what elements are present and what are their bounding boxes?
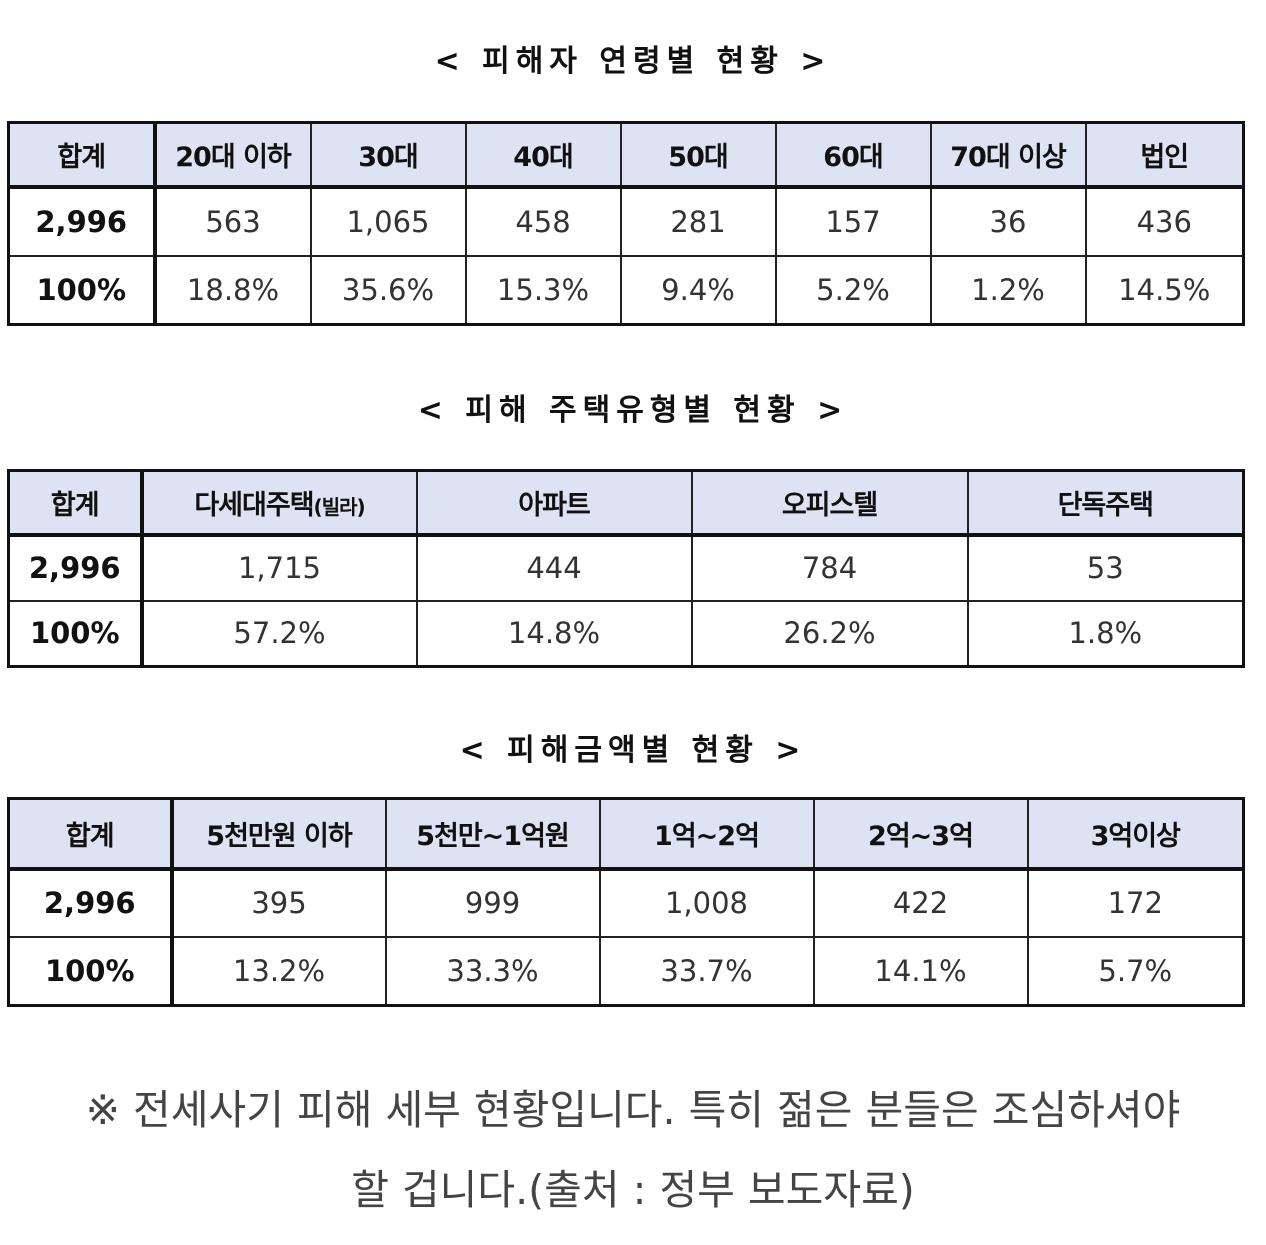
amount-count-total: 2,996 <box>7 867 174 939</box>
amount-percent-total: 100% <box>7 936 174 1007</box>
amount-percent-cell: 33.3% <box>384 936 601 1007</box>
age-percent-cell: 1.2% <box>929 254 1087 326</box>
housing-header-cell: 단독주택 <box>966 469 1245 537</box>
age-count-row: 2,996 563 1,065 458 281 157 36 436 <box>7 185 1245 257</box>
age-percent-cell: 9.4% <box>619 254 777 326</box>
footer-note: ※ 전세사기 피해 세부 현황입니다. 특히 젊은 분들은 조심하셔야 할 겁니… <box>0 1070 1266 1230</box>
age-percent-cell: 15.3% <box>464 254 622 326</box>
age-percent-cell: 18.8% <box>153 254 312 326</box>
amount-percent-cell: 33.7% <box>598 936 815 1007</box>
housing-count-cell: 784 <box>690 533 969 602</box>
amount-header-cell: 1억~2억 <box>598 797 815 871</box>
age-count-cell: 436 <box>1084 185 1245 257</box>
age-header-row: 합계 20대 이하 30대 40대 50대 60대 70대 이상 법인 <box>7 121 1245 189</box>
age-percent-cell: 5.2% <box>774 254 932 326</box>
footer-note-line1: ※ 전세사기 피해 세부 현황입니다. 특히 젊은 분들은 조심하셔야 <box>85 1086 1181 1134</box>
age-header-cell: 60대 <box>774 121 932 189</box>
housing-header-cell: 아파트 <box>415 469 693 537</box>
amount-table: 합계 5천만원 이하 5천만~1억원 1억~2억 2억~3억 3억이상 2,99… <box>7 797 1245 1007</box>
age-count-cell: 281 <box>619 185 777 257</box>
age-header-cell: 법인 <box>1084 121 1245 189</box>
amount-header-cell: 3억이상 <box>1026 797 1245 871</box>
housing-percent-cell: 57.2% <box>140 599 418 668</box>
housing-count-cell: 444 <box>415 533 693 602</box>
housing-percent-cell: 26.2% <box>690 599 969 668</box>
age-header-cell: 40대 <box>464 121 622 189</box>
age-header-cell: 50대 <box>619 121 777 189</box>
amount-count-cell: 1,008 <box>598 867 815 939</box>
amount-percent-row: 100% 13.2% 33.3% 33.7% 14.1% 5.7% <box>7 936 1245 1007</box>
age-count-cell: 458 <box>464 185 622 257</box>
amount-percent-cell: 13.2% <box>170 936 387 1007</box>
amount-count-row: 2,996 395 999 1,008 422 172 <box>7 867 1245 939</box>
housing-count-row: 2,996 1,715 444 784 53 <box>7 533 1245 602</box>
age-count-cell: 157 <box>774 185 932 257</box>
age-header-cell: 20대 이하 <box>153 121 312 189</box>
amount-count-cell: 999 <box>384 867 601 939</box>
housing-percent-cell: 14.8% <box>415 599 693 668</box>
amount-table-title: < 피해금액별 현황 > <box>459 733 807 768</box>
housing-percent-total: 100% <box>7 599 144 668</box>
age-percent-cell: 35.6% <box>309 254 467 326</box>
housing-count-cell: 53 <box>966 533 1245 602</box>
age-table-title: < 피해자 연령별 현황 > <box>434 44 832 79</box>
amount-header-cell: 5천만~1억원 <box>384 797 601 871</box>
housing-table: 합계 다세대주택(빌라) 아파트 오피스텔 단독주택 2,996 1,715 4… <box>7 469 1245 668</box>
housing-table-title: < 피해 주택유형별 현황 > <box>417 393 849 428</box>
housing-count-cell: 1,715 <box>140 533 418 602</box>
amount-percent-cell: 14.1% <box>812 936 1029 1007</box>
housing-count-total: 2,996 <box>7 533 144 602</box>
housing-header-row: 합계 다세대주택(빌라) 아파트 오피스텔 단독주택 <box>7 469 1245 537</box>
age-percent-cell: 14.5% <box>1084 254 1245 326</box>
age-header-cell: 30대 <box>309 121 467 189</box>
housing-header-multifamily: 다세대주택 <box>194 489 314 521</box>
age-header-cell: 70대 이상 <box>929 121 1087 189</box>
amount-count-cell: 422 <box>812 867 1029 939</box>
age-percent-total: 100% <box>7 254 157 326</box>
amount-header-row: 합계 5천만원 이하 5천만~1억원 1억~2억 2억~3억 3억이상 <box>7 797 1245 871</box>
housing-percent-cell: 1.8% <box>966 599 1245 668</box>
age-header-total: 합계 <box>7 121 157 189</box>
age-percent-row: 100% 18.8% 35.6% 15.3% 9.4% 5.2% 1.2% 14… <box>7 254 1245 326</box>
housing-header-total: 합계 <box>7 469 144 537</box>
amount-header-total: 합계 <box>7 797 174 871</box>
housing-header-cell: 다세대주택(빌라) <box>140 469 418 537</box>
housing-header-note: (빌라) <box>313 494 366 519</box>
age-count-cell: 563 <box>153 185 312 257</box>
housing-header-cell: 오피스텔 <box>690 469 969 537</box>
age-count-cell: 1,065 <box>309 185 467 257</box>
age-table: 합계 20대 이하 30대 40대 50대 60대 70대 이상 법인 2,99… <box>7 121 1245 326</box>
amount-count-cell: 395 <box>170 867 387 939</box>
amount-header-cell: 5천만원 이하 <box>170 797 387 871</box>
housing-percent-row: 100% 57.2% 14.8% 26.2% 1.8% <box>7 599 1245 668</box>
age-count-total: 2,996 <box>7 185 157 257</box>
amount-percent-cell: 5.7% <box>1026 936 1245 1007</box>
amount-header-cell: 2억~3억 <box>812 797 1029 871</box>
age-count-cell: 36 <box>929 185 1087 257</box>
footer-note-line2: 할 겁니다.(출처 : 정부 보도자료) <box>351 1166 915 1214</box>
amount-count-cell: 172 <box>1026 867 1245 939</box>
